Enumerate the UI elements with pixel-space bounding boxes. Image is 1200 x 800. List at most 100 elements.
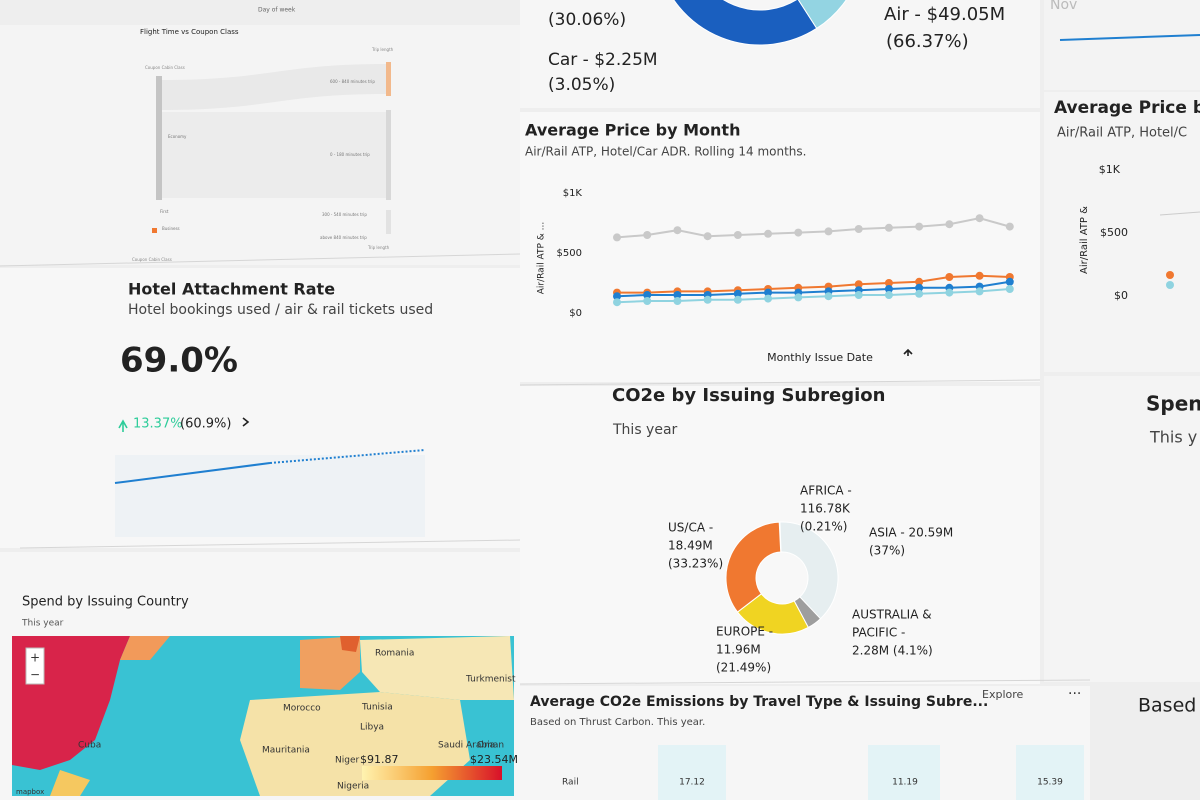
card-title: Average CO2e Emissions by Travel Type & … [530, 694, 988, 710]
point [854, 280, 863, 289]
point [854, 225, 863, 233]
point [1005, 277, 1014, 286]
chevron[interactable] [242, 417, 250, 427]
slice-label: (0.21%) [800, 520, 847, 534]
legend-gradient [362, 766, 502, 780]
label: (66.37%) [886, 31, 969, 52]
row-label: Rail [562, 778, 579, 788]
label: Coupon Cabin Class [132, 257, 172, 262]
divider [0, 253, 521, 267]
zoom-out[interactable]: − [30, 668, 40, 682]
node-label: Economy [168, 134, 187, 139]
point [1005, 222, 1014, 231]
point [945, 273, 954, 281]
point [975, 287, 984, 296]
cell [868, 745, 940, 800]
y-tick-label: $500 [557, 248, 582, 259]
label: Day of week [258, 7, 296, 14]
edge-line [1159, 211, 1200, 216]
line [616, 280, 1010, 298]
country-label: Libya [360, 723, 384, 733]
cell [1016, 745, 1084, 800]
point [824, 227, 833, 236]
sparkline [114, 462, 271, 484]
slice-label: AFRICA - [800, 484, 852, 498]
point [613, 292, 621, 301]
legend-label: $23.54M [470, 753, 518, 766]
label: Coupon Cabin Class [145, 65, 185, 70]
point [733, 295, 742, 304]
point [824, 292, 833, 301]
label: (3.05%) [548, 75, 615, 95]
slice [725, 521, 782, 613]
card-title: CO2e by Issuing Subregion [612, 385, 885, 406]
label: Air - $49.05M [884, 4, 1005, 25]
line [616, 217, 1011, 239]
card-subtitle: Hotel bookings used / air & rail tickets… [128, 302, 433, 318]
point [915, 277, 924, 286]
legend-swatch [152, 228, 157, 233]
point [884, 291, 893, 299]
slice-label: (33.23%) [668, 557, 723, 571]
slice-label: US/CA - [668, 521, 713, 535]
region [340, 636, 360, 652]
slice [779, 521, 839, 620]
point [884, 279, 893, 287]
point [673, 291, 682, 299]
card-title: Average Price b [1054, 98, 1200, 118]
card [520, 686, 1090, 800]
point [915, 289, 924, 298]
explore-button[interactable]: Explore [982, 688, 1024, 701]
slice-label: ASIA - 20.59M [869, 526, 953, 540]
divider [519, 679, 1091, 685]
country-label: Nigeria [337, 782, 369, 792]
kpi-value: 69.0% [120, 341, 238, 381]
region [50, 770, 90, 796]
sparkline [1059, 34, 1200, 41]
slice-label: PACIFIC - [852, 626, 905, 640]
sparkline-area [115, 455, 425, 537]
card [1044, 0, 1200, 90]
point [975, 271, 984, 280]
card-subtitle: This year [21, 619, 64, 629]
point [733, 231, 742, 239]
card-subtitle: This y [1149, 428, 1197, 447]
slice [673, 0, 818, 46]
point [733, 289, 742, 298]
card-title: Hotel Attachment Rate [128, 280, 335, 299]
card-subtitle: Air/Rail ATP, Hotel/Car ADR. Rolling 14 … [525, 145, 806, 159]
card-title: Spend by Issuing Country [22, 595, 189, 610]
country-label: Romania [375, 649, 414, 659]
line [616, 288, 1010, 304]
sankey-node [156, 76, 162, 200]
region [360, 636, 514, 700]
sort-arrow[interactable] [903, 348, 913, 356]
cell [658, 745, 726, 800]
card [520, 112, 1040, 382]
node-label: First [160, 209, 169, 214]
point [915, 222, 924, 231]
card-subtitle: Based on Thrust Carbon. This year. [530, 717, 705, 728]
point [703, 295, 712, 304]
region [240, 692, 470, 796]
line [617, 274, 1010, 294]
point [975, 214, 984, 223]
card [1044, 92, 1200, 372]
point [794, 293, 803, 302]
zoom-control[interactable] [25, 647, 45, 685]
axis-title: Air/Rail ATP & [1079, 206, 1090, 274]
country-label: Cuba [78, 741, 101, 751]
more-menu[interactable]: ··· [1068, 686, 1081, 702]
country-label: Oman [477, 741, 504, 751]
point [1005, 285, 1014, 293]
node-label: above 840 minutes trip [320, 235, 367, 240]
card [1044, 376, 1200, 682]
y-tick-label: $1K [563, 188, 583, 199]
map: + − [12, 636, 514, 796]
label: (30.06%) [548, 10, 626, 30]
slice-label: 116.78K [800, 502, 851, 516]
point [673, 226, 682, 235]
y-tick-label: $1K [1099, 163, 1121, 176]
zoom-in[interactable]: + [30, 651, 40, 665]
